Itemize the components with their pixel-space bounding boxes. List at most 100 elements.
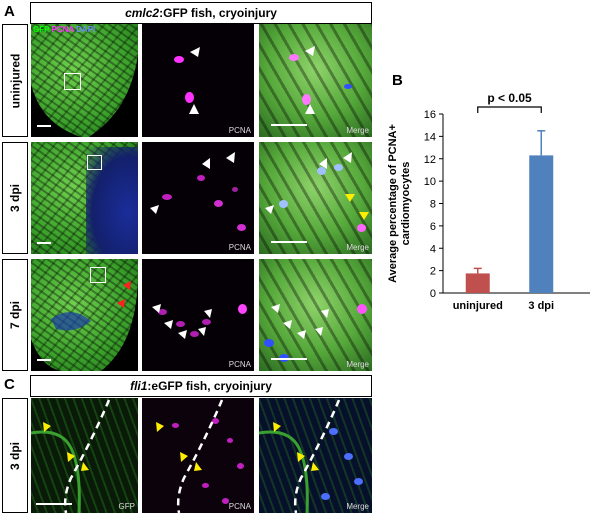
nucleus [237,224,246,231]
scale-bar [37,242,51,244]
nucleus [317,167,326,175]
bar-chart: Average percentage of PCNA+ cardiomyocyte… [387,91,590,312]
panel-c-header: fli1:eGFP fish, cryoinjury [30,375,372,397]
zoom-box [64,73,81,90]
nucleus [212,418,219,424]
nucleus [302,94,311,105]
nucleus [232,187,238,192]
image-3dpi-overview [31,142,138,254]
chart-ticks: 0 2 4 6 8 10 12 14 16 [424,109,443,300]
row-label-7dpi: 7 dpi [2,259,28,371]
nucleus [190,331,199,337]
nucleus [237,463,244,469]
overlay [259,399,341,513]
row-label-c-3dpi-text: 3 dpi [8,441,23,470]
nucleus [172,423,179,428]
scale-bar [36,503,72,505]
col-label-pcna: PCNA [228,126,251,135]
nucleus [174,56,184,63]
y-tick-label: 0 [430,288,436,300]
panel-a-header-gene: cmlc2 [125,6,160,20]
legend-pcna: PCNA [51,25,74,34]
image-7dpi-overview [31,259,138,371]
channel-legend: GFP PCNA DAPI [33,25,95,34]
row-label-3dpi-text: 3 dpi [8,183,23,213]
zoom-box [87,155,102,170]
y-tick-label: 14 [424,131,436,143]
scale-bar [37,359,51,361]
chart-axes: Average percentage of PCNA+ cardiomyocyte… [387,114,590,294]
nucleus [334,164,343,171]
row-label-3dpi: 3 dpi [2,142,28,254]
row-label-c-3dpi: 3 dpi [2,398,28,513]
y-tick-label: 4 [430,243,436,255]
nucleus [158,309,167,315]
panel-c-header-rest: :eGFP fish, cryoinjury [147,379,272,393]
nucleus [202,319,211,325]
bar-uninjured [465,273,490,293]
overlay [156,399,224,513]
y-axis-label: Average percentage of PCNA+ [387,124,399,283]
nucleus [289,54,299,61]
panel-a-header: cmlc2:GFP fish, cryoinjury [30,2,372,24]
nucleus [238,304,247,314]
nucleus [197,175,205,181]
nucleus [202,483,209,488]
legend-gfp: GFP [33,25,50,34]
y-tick-label: 6 [430,221,436,233]
red-arrowheads [117,281,131,308]
image-3dpi-pcna: PCNA [142,142,254,254]
arrowheads [305,46,315,114]
scale-bar [37,125,51,127]
zoom-box [90,267,106,283]
image-uninjured-overview: GFP PCNA DAPI [31,24,138,137]
arrowheads [152,304,212,339]
image-fli1-pcna: PCNA [142,398,254,513]
col-label-pcna: PCNA [228,243,251,252]
nucleus [185,92,194,103]
col-label-pcna: PCNA [228,360,251,369]
panel-b-letter: B [392,72,403,89]
col-label-merge: Merge [346,502,369,511]
arrowheads [271,304,329,339]
panel-a-header-rest: :GFP fish, cryoinjury [159,6,277,20]
x-tick-label: 3 dpi [528,300,554,312]
col-label-gfp: GFP [118,502,135,511]
nucleus [222,498,229,504]
nucleus [357,304,367,314]
nucleus [357,224,366,232]
nucleus [344,84,352,89]
nucleus [329,428,338,435]
heart-mask [31,54,138,137]
significance-label: p < 0.05 [487,91,532,105]
bracket-line [477,106,542,113]
heart-mask [31,279,138,371]
col-label-merge: Merge [346,360,369,369]
overlay [31,399,111,513]
nucleus [176,321,185,327]
col-label-pcna: PCNA [228,502,251,511]
nucleus [162,194,172,200]
injury-area [86,147,138,254]
y-tick-label: 8 [430,199,436,211]
chart-bars: uninjured 3 dpi [453,130,554,312]
nucleus [214,200,223,207]
panel-a-letter: A [4,3,15,20]
y-tick-label: 10 [424,176,436,188]
nucleus [227,438,233,443]
image-uninjured-pcna: PCNA [142,24,254,137]
row-label-7dpi-text: 7 dpi [8,300,23,330]
image-7dpi-pcna: PCNA [142,259,254,371]
nucleus [279,200,288,208]
nucleus [321,493,330,500]
nucleus [354,478,363,485]
bar-3dpi [529,155,554,293]
x-tick-label: uninjured [453,300,503,312]
panel-c-header-gene: fli1 [130,379,148,393]
y-tick-label: 16 [424,109,436,121]
image-uninjured-merge: Merge [259,24,372,137]
nucleus [264,339,274,347]
significance-bracket: p < 0.05 [477,91,542,113]
nucleus [344,453,353,460]
y-tick-label: 12 [424,154,436,166]
